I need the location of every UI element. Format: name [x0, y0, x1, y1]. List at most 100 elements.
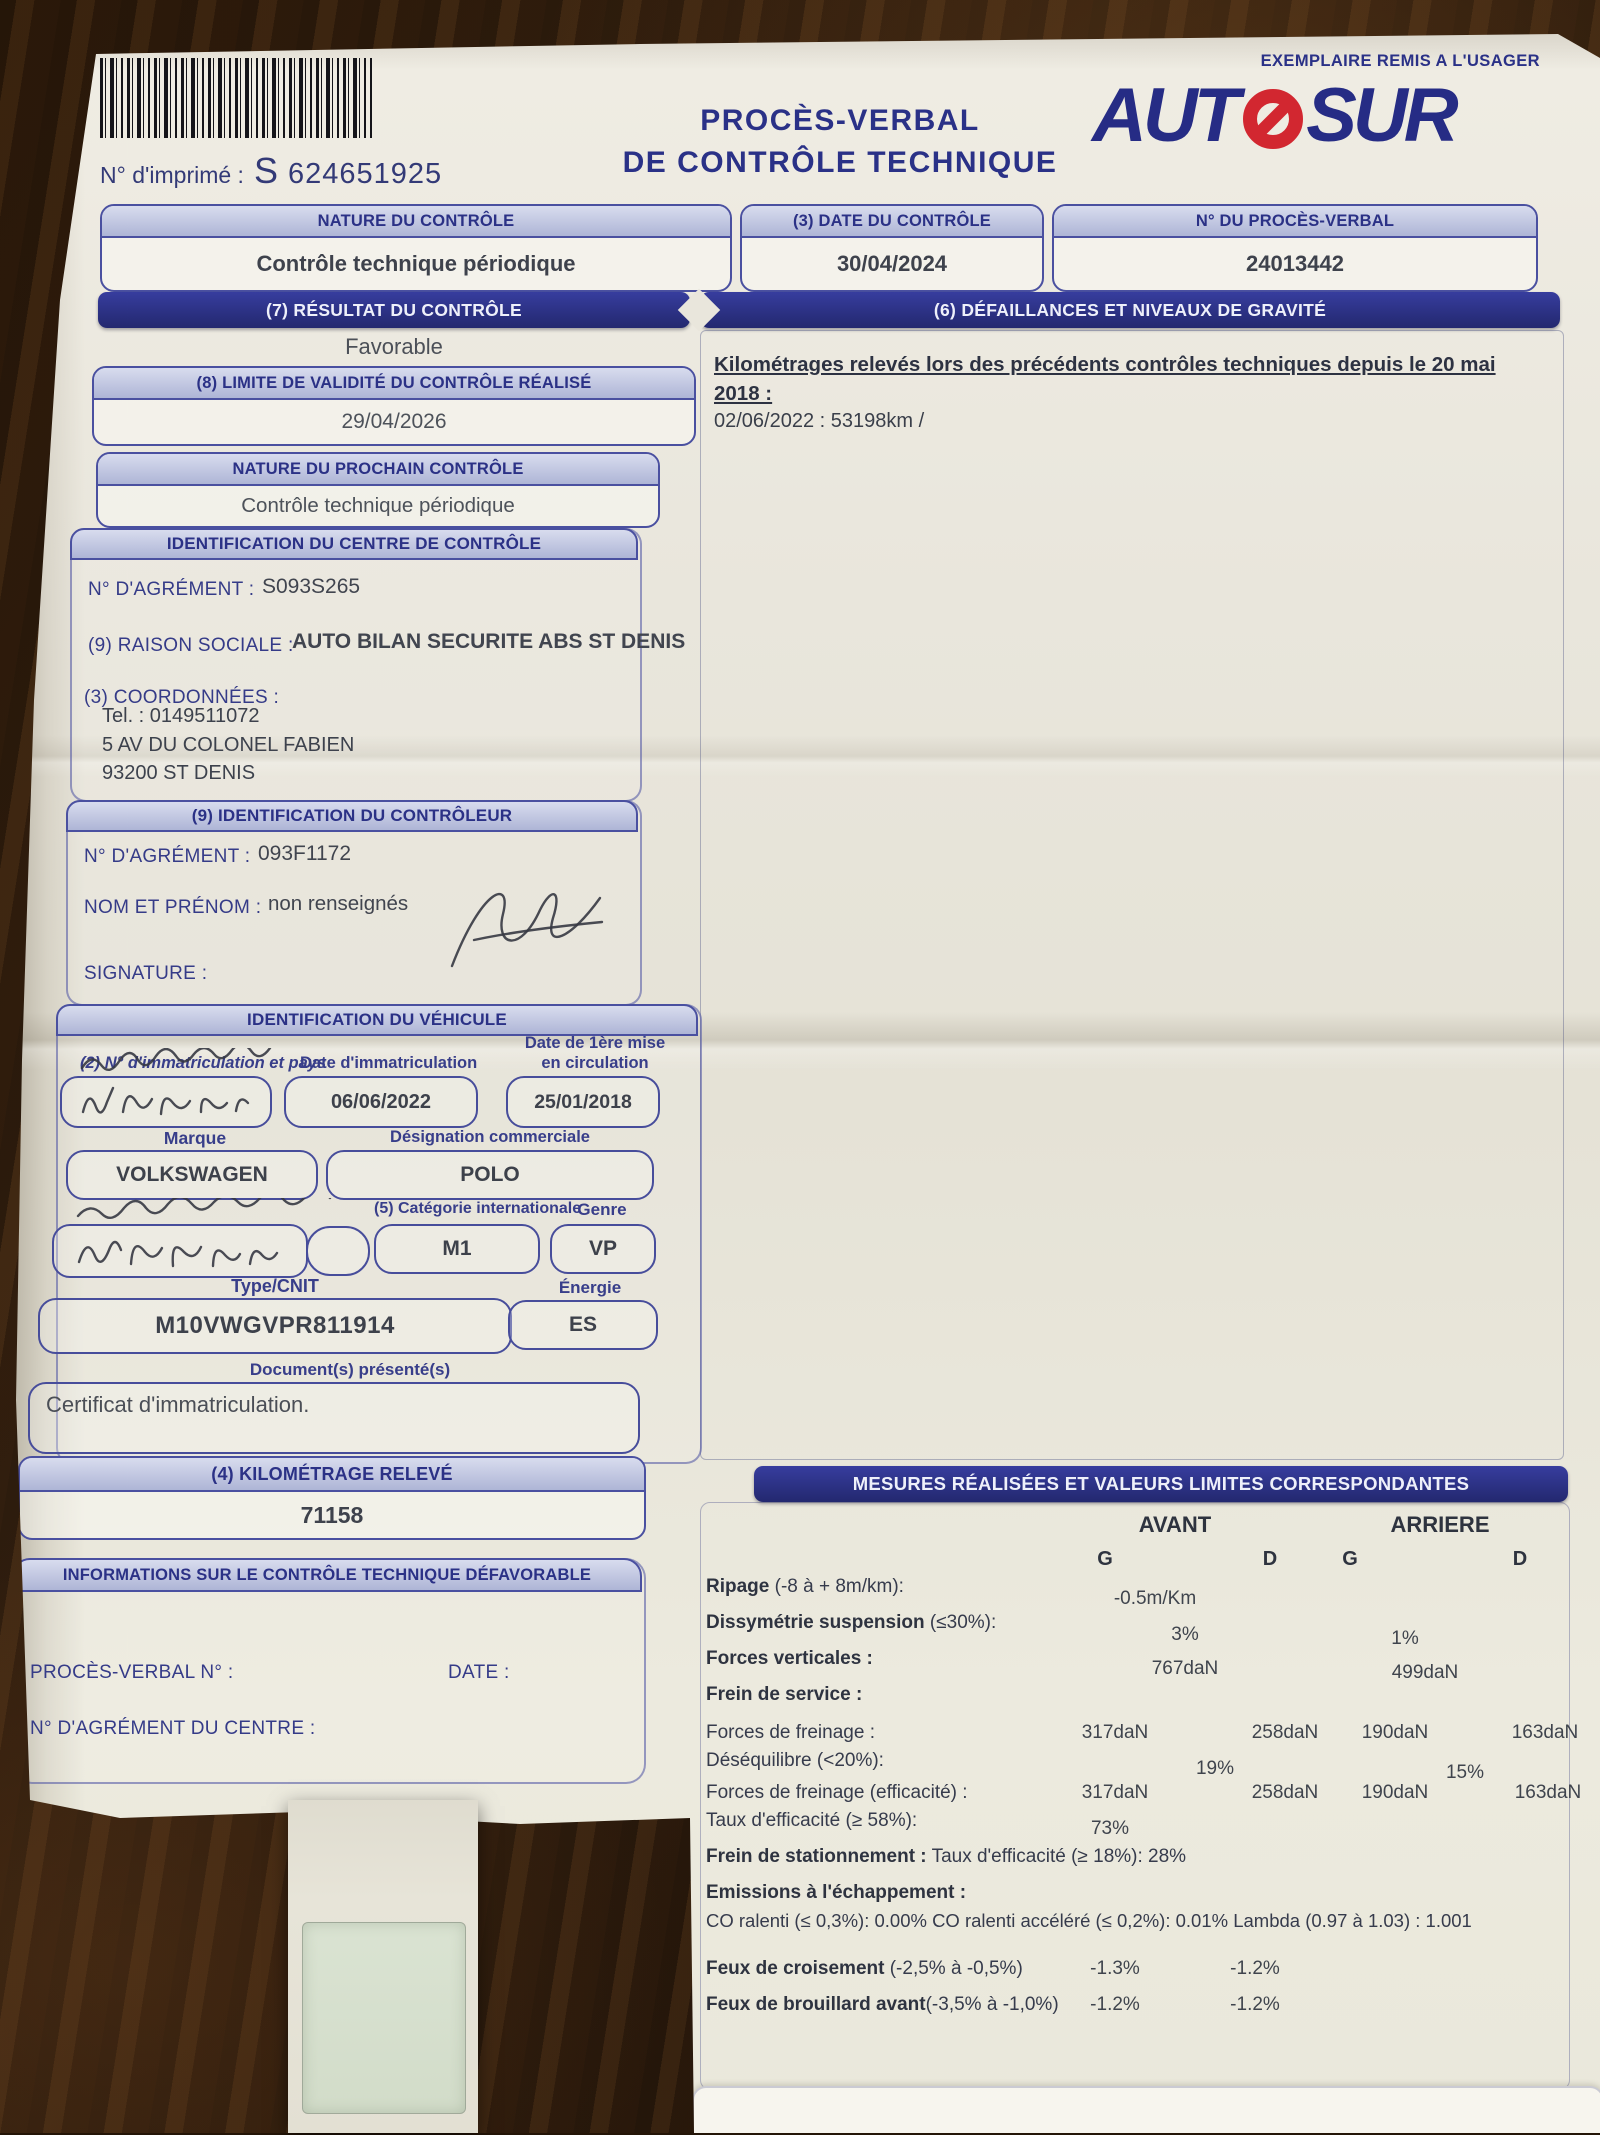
- col-group-avant: AVANT: [1138, 1512, 1212, 1537]
- serie-type-redaction-scribble: [77, 1240, 279, 1268]
- energie-value-box: ES: [508, 1300, 658, 1350]
- desequilibre-label: Déséquilibre (<20%):: [706, 1750, 884, 1771]
- centre-agrement-label: N° D'AGRÉMENT :: [88, 579, 255, 600]
- date-circulation-label-line1: Date de 1ère mise: [524, 1034, 666, 1052]
- print-number-prefix: S: [253, 150, 278, 191]
- immatriculation-label: (2) N° d'immatriculation et pays: [80, 1054, 327, 1072]
- previous-mileage-entry: 02/06/2022 : 53198km /: [714, 410, 925, 432]
- controleur-signature-label: SIGNATURE :: [84, 963, 208, 984]
- centre-section-header: IDENTIFICATION DU CENTRE DE CONTRÔLE: [70, 528, 638, 560]
- print-number-label: N° d'imprimé :: [100, 162, 244, 188]
- centre-section-box: [70, 528, 642, 802]
- autosur-logo-o-icon: [1243, 88, 1304, 149]
- controleur-agrement-value: 093F1172: [258, 842, 352, 865]
- print-number-value: 624651925: [287, 158, 443, 190]
- defavorable-agrement-label: N° D'AGRÉMENT DU CENTRE :: [30, 1718, 316, 1739]
- feux-croisement-spec: (-2,5% à -0,5%): [884, 1958, 1023, 1979]
- dissymetrie-label: Dissymétrie suspension: [706, 1612, 925, 1633]
- autosur-logo-text-right: SUR: [1306, 73, 1458, 158]
- designation-label: Désignation commerciale: [390, 1128, 590, 1146]
- centre-raison-label: (9) RAISON SOCIALE :: [88, 635, 294, 656]
- genre-label: Genre: [577, 1200, 627, 1219]
- centre-adresse-line1: 5 AV DU COLONEL FABIEN: [102, 734, 355, 756]
- dissymetrie-spec: (≤30%):: [924, 1612, 997, 1633]
- forces-freinage-arriere-g: 190daN: [1361, 1722, 1429, 1743]
- feux-croisement-label: Feux de croisement: [706, 1958, 885, 1979]
- limite-validite-box: (8) LIMITE DE VALIDITÉ DU CONTRÔLE RÉALI…: [92, 366, 696, 446]
- prochain-controle-box: NATURE DU PROCHAIN CONTRÔLE Contrôle tec…: [96, 452, 660, 528]
- forces-freinage-eff-arriere-g: 190daN: [1361, 1782, 1429, 1803]
- numero-pv-header: N° DU PROCÈS-VERBAL: [1054, 206, 1536, 238]
- emissions-label: Emissions à l'échappement :: [706, 1882, 967, 1903]
- document-title-line1: PROCÈS-VERBAL: [700, 104, 980, 137]
- defavorable-date-label: DATE :: [448, 1662, 510, 1683]
- autosur-logo-text-left: AUT: [1092, 73, 1240, 158]
- feux-croisement-arriere: -1.2%: [1230, 1958, 1280, 1979]
- centre-raison-value: AUTO BILAN SECURITE ABS ST DENIS: [292, 630, 686, 653]
- centre-agrement-value: S093S265: [262, 575, 361, 598]
- date-controle-header: (3) DATE DU CONTRÔLE: [742, 206, 1042, 238]
- dissymetrie-value-arriere: 1%: [1391, 1628, 1419, 1649]
- date-controle-value: 30/04/2024: [836, 251, 948, 276]
- dissymetrie-value-avant: 3%: [1171, 1624, 1199, 1645]
- col-group-arriere: ARRIERE: [1390, 1512, 1490, 1537]
- energie-label: Énergie: [558, 1278, 622, 1297]
- centre-telephone: Tel. : 0149511072: [102, 705, 260, 727]
- resultat-controle-header: (7) RÉSULTAT DU CONTRÔLE: [98, 292, 690, 328]
- immatriculation-value-box: [60, 1076, 272, 1128]
- serie-type-value-box: [52, 1224, 308, 1278]
- frein-stationnement-label: Frein de stationnement :: [706, 1846, 927, 1867]
- forces-freinage-eff-avant-g: 317daN: [1081, 1782, 1149, 1803]
- col-arriere-d: D: [1512, 1548, 1528, 1570]
- forces-freinage-arriere-d: 163daN: [1511, 1722, 1579, 1743]
- desequilibre-arriere: 15%: [1445, 1762, 1485, 1783]
- feux-croisement-avant: -1.3%: [1090, 1958, 1140, 1979]
- mesures-header: MESURES RÉALISÉES ET VALEURS LIMITES COR…: [754, 1466, 1568, 1502]
- forces-freinage-avant-d: 258daN: [1251, 1722, 1319, 1743]
- dissymetrie-row-label: Dissymétrie suspension (≤30%):: [706, 1612, 996, 1634]
- frein-stationnement-rest: Taux d'efficacité (≥ 18%): 28%: [931, 1846, 1187, 1867]
- kilometrage-box: (4) KILOMÉTRAGE RELEVÉ 71158: [18, 1456, 646, 1540]
- numero-pv-value: 24013442: [1246, 251, 1344, 276]
- serie-type-extra-oval: [306, 1226, 370, 1276]
- feux-brouillard-row-label: Feux de brouillard avant(-3,5% à -1,0%): [706, 1994, 1059, 2016]
- print-number-line: N° d'imprimé : S 624651925: [100, 150, 442, 192]
- forces-freinage-efficacite-label: Forces de freinage (efficacité) :: [706, 1782, 968, 1803]
- ripage-row-label: Ripage (-8 à + 8m/km):: [706, 1576, 904, 1598]
- prochain-controle-header: NATURE DU PROCHAIN CONTRÔLE: [98, 454, 658, 486]
- feux-brouillard-label: Feux de brouillard avant: [706, 1994, 926, 2015]
- green-sticker: [302, 1922, 466, 2114]
- centre-adresse-line2: 93200 ST DENIS: [102, 762, 256, 784]
- ripage-spec: (-8 à + 8m/km):: [769, 1576, 904, 1597]
- col-avant-g: G: [1097, 1548, 1113, 1570]
- limite-validite-header: (8) LIMITE DE VALIDITÉ DU CONTRÔLE RÉALI…: [94, 368, 694, 400]
- previous-mileage-heading: Kilométrages relevés lors des précédents…: [714, 353, 1496, 406]
- defavorable-pv-label: PROCÈS-VERBAL N° :: [30, 1662, 234, 1683]
- feux-brouillard-spec: (-3,5% à -1,0%): [925, 1994, 1059, 2015]
- underlying-page-edge: [692, 2086, 1600, 2133]
- forces-freinage-label: Forces de freinage :: [706, 1722, 875, 1743]
- genre-value-box: VP: [550, 1224, 656, 1274]
- defaillances-panel: [700, 330, 1564, 1460]
- desequilibre-avant: 19%: [1195, 1758, 1235, 1779]
- nature-controle-header: NATURE DU CONTRÔLE: [102, 206, 730, 238]
- ripage-label: Ripage: [706, 1576, 770, 1597]
- date-immatriculation-label: Date d'immatriculation: [300, 1054, 478, 1072]
- controleur-section-header: (9) IDENTIFICATION DU CONTRÔLEUR: [66, 800, 638, 832]
- designation-value-box: POLO: [326, 1150, 654, 1200]
- controleur-agrement-label: N° D'AGRÉMENT :: [84, 846, 251, 867]
- taux-efficacite-label: Taux d'efficacité (≥ 58%):: [706, 1810, 918, 1831]
- col-avant-d: D: [1262, 1548, 1278, 1570]
- col-arriere-g: G: [1342, 1548, 1358, 1570]
- feux-brouillard-avant: -1.2%: [1090, 1994, 1140, 2015]
- nature-controle-box: NATURE DU CONTRÔLE Contrôle technique pé…: [100, 204, 732, 292]
- co-measures-line: CO ralenti (≤ 0,3%): 0.00% CO ralenti ac…: [706, 1910, 1472, 1931]
- forces-verticales-arriere: 499daN: [1391, 1662, 1459, 1683]
- defavorable-section-header: INFORMATIONS SUR LE CONTRÔLE TECHNIQUE D…: [16, 1558, 642, 1592]
- date-circulation-label-line2: en circulation: [541, 1054, 649, 1072]
- immatriculation-redaction-scribble: [81, 1086, 250, 1116]
- bottom-paper-strip: [288, 1800, 478, 2133]
- categorie-label: (5) Catégorie internationale: [374, 1200, 582, 1217]
